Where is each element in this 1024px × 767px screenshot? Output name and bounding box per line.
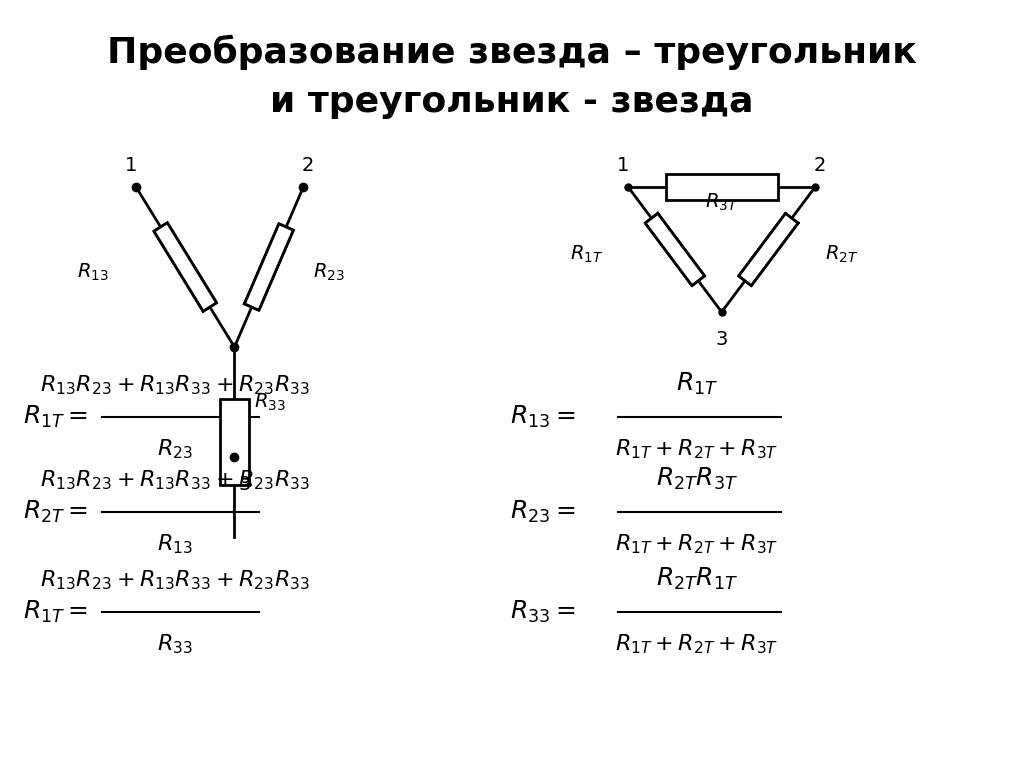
Polygon shape [245, 224, 293, 310]
Text: Преобразование звезда – треугольник: Преобразование звезда – треугольник [108, 35, 916, 70]
Polygon shape [738, 213, 798, 285]
Text: $R_{13}=$: $R_{13}=$ [510, 404, 575, 430]
Text: и треугольник - звезда: и треугольник - звезда [270, 85, 754, 119]
Text: $R_{1T}=$: $R_{1T}=$ [23, 599, 88, 625]
Text: $R_{2T}R_{1T}$: $R_{2T}R_{1T}$ [656, 566, 738, 592]
Text: 2: 2 [814, 156, 826, 175]
Text: $R_{23}=$: $R_{23}=$ [510, 499, 575, 525]
Polygon shape [154, 222, 216, 311]
Text: 1: 1 [617, 156, 630, 175]
Text: $R_{23}$: $R_{23}$ [313, 262, 345, 283]
Text: $R_{1T}$: $R_{1T}$ [570, 244, 603, 265]
Text: 1: 1 [125, 156, 137, 175]
Bar [666, 174, 778, 200]
Text: 2: 2 [302, 156, 314, 175]
Text: $R_{1T}+R_{2T}+R_{3T}$: $R_{1T}+R_{2T}+R_{3T}$ [615, 437, 778, 461]
Text: $R_{33}$: $R_{33}$ [158, 632, 194, 656]
Text: 3: 3 [239, 475, 251, 494]
Text: $R_{2T}$: $R_{2T}$ [825, 244, 858, 265]
Text: $R_{33}=$: $R_{33}=$ [510, 599, 575, 625]
Bar [220, 400, 249, 485]
Text: $R_{1T}+R_{2T}+R_{3T}$: $R_{1T}+R_{2T}+R_{3T}$ [615, 532, 778, 555]
Text: $R_{3T}$: $R_{3T}$ [705, 192, 738, 213]
Text: $R_{13}R_{23}+R_{13}R_{33}+R_{23}R_{33}$: $R_{13}R_{23}+R_{13}R_{33}+R_{23}R_{33}$ [41, 568, 310, 592]
Text: $R_{13}R_{23}+R_{13}R_{33}+R_{23}R_{33}$: $R_{13}R_{23}+R_{13}R_{33}+R_{23}R_{33}$ [41, 374, 310, 397]
Text: $R_{1T}+R_{2T}+R_{3T}$: $R_{1T}+R_{2T}+R_{3T}$ [615, 632, 778, 656]
Text: 3: 3 [716, 330, 728, 349]
Text: $R_{1T}=$: $R_{1T}=$ [23, 404, 88, 430]
Text: $R_{2T}R_{3T}$: $R_{2T}R_{3T}$ [656, 466, 738, 492]
Text: $R_{23}$: $R_{23}$ [158, 437, 194, 461]
Text: $R_{1T}$: $R_{1T}$ [676, 370, 718, 397]
Text: $R_{13}$: $R_{13}$ [77, 262, 109, 283]
Text: $R_{2T}=$: $R_{2T}=$ [23, 499, 88, 525]
Polygon shape [645, 213, 705, 285]
Text: $R_{33}$: $R_{33}$ [254, 391, 286, 413]
Text: $R_{13}R_{23}+R_{13}R_{33}+R_{23}R_{33}$: $R_{13}R_{23}+R_{13}R_{33}+R_{23}R_{33}$ [41, 469, 310, 492]
Text: $R_{13}$: $R_{13}$ [158, 532, 194, 555]
